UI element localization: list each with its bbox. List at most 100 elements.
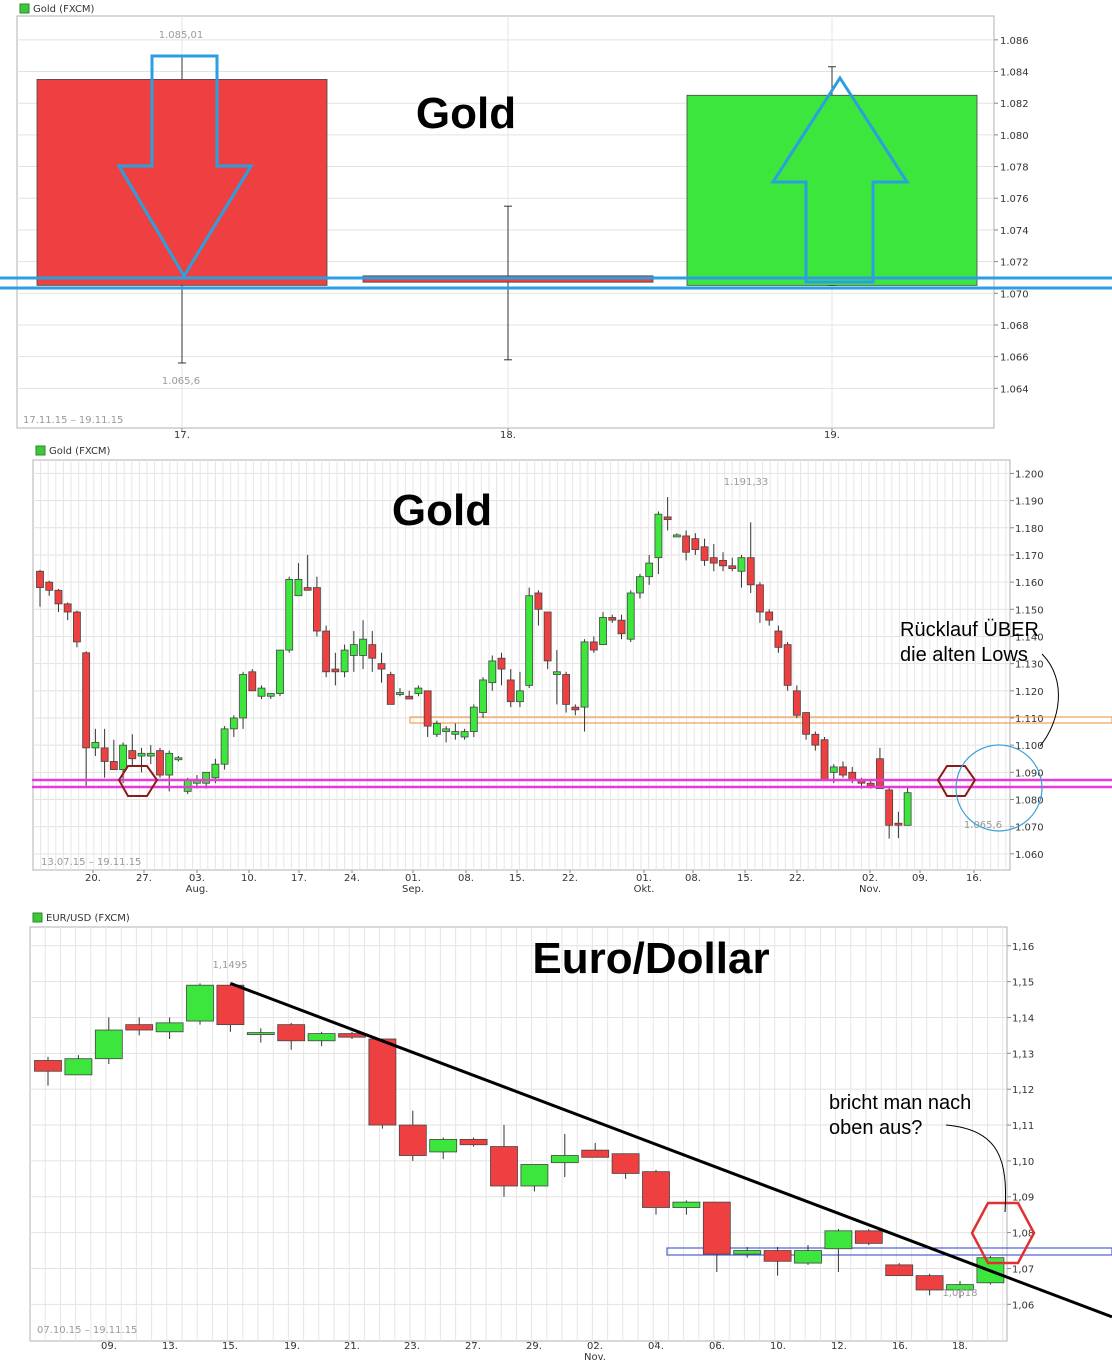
candle	[73, 610, 81, 648]
candle	[322, 625, 331, 678]
candle-body	[876, 758, 884, 790]
candle	[550, 1134, 579, 1178]
legend-swatch	[35, 445, 46, 456]
candle-body	[516, 690, 524, 703]
x-tick-label: 04.	[648, 1341, 664, 1352]
y-tick-label: 1.064	[1000, 384, 1029, 395]
candle	[488, 655, 497, 691]
y-tick-label: 1.082	[1000, 99, 1029, 110]
candle	[534, 590, 543, 626]
candle	[506, 669, 515, 708]
candle-body	[820, 739, 829, 781]
candle-body	[442, 728, 451, 732]
candle	[257, 685, 266, 699]
candle	[580, 639, 589, 732]
candle-body	[672, 534, 681, 538]
candle-body	[285, 579, 294, 651]
candle-body	[54, 589, 63, 605]
candle-body	[377, 663, 386, 670]
candle-body	[580, 641, 589, 708]
candle	[728, 557, 737, 572]
low-label: 1.065,6	[162, 376, 200, 387]
candle-body	[137, 752, 146, 757]
candle	[429, 1137, 458, 1160]
y-tick-label: 1.130	[1015, 660, 1044, 671]
x-tick-label: 15.	[509, 873, 525, 884]
candle	[82, 651, 91, 786]
y-tick-label: 1.140	[1015, 632, 1044, 643]
x-tick-label: 10.	[241, 873, 257, 884]
candle	[451, 723, 460, 740]
x-axis: 20. 27. 03.Aug.10. 17. 24. 01.Sep.08. 15. 22. 01…	[85, 870, 982, 895]
y-tick-label: 1.060	[1015, 850, 1044, 861]
candle	[460, 728, 469, 740]
candle-body	[359, 638, 367, 656]
low-hexagon-marker	[117, 765, 159, 797]
candle-body	[520, 1164, 549, 1187]
candle-body	[125, 1024, 154, 1031]
candle-body	[368, 644, 377, 659]
candle-body	[854, 1230, 883, 1244]
candle-body	[63, 603, 72, 613]
x-tick-label: 17.	[291, 873, 307, 884]
x-tick-label: 20.	[85, 873, 101, 884]
y-tick-label: 1.070	[1015, 823, 1044, 834]
x-tick-label: 01.	[636, 873, 652, 884]
candle	[248, 669, 257, 692]
y-tick-label: 1,06	[1012, 1300, 1034, 1311]
candle	[611, 1153, 640, 1179]
candle-body	[885, 789, 894, 826]
candle	[216, 983, 245, 1032]
candle	[663, 497, 672, 531]
candle-body	[654, 513, 663, 559]
x-tick-label: 13.	[162, 1341, 178, 1352]
candle	[331, 652, 340, 686]
candle	[516, 671, 524, 708]
candle-body	[460, 731, 469, 738]
candle	[312, 576, 321, 637]
candle	[414, 685, 423, 697]
candle-body	[746, 557, 755, 586]
x-tick-label: 02.	[587, 1341, 603, 1352]
candle	[34, 1056, 62, 1086]
candle-body	[608, 617, 617, 621]
candle	[109, 739, 118, 771]
candle	[229, 715, 238, 738]
candle-body	[82, 652, 91, 749]
y-tick-label: 1.150	[1015, 605, 1044, 616]
candle-body	[36, 570, 44, 588]
candle	[359, 620, 367, 670]
x-month-label: Okt.	[634, 884, 655, 895]
candle-body	[589, 641, 598, 651]
y-tick-label: 1,09	[1012, 1193, 1034, 1204]
candle	[820, 737, 829, 781]
candle-body	[552, 671, 561, 675]
candle	[839, 761, 847, 778]
candle-body	[645, 562, 654, 578]
candle	[571, 704, 580, 716]
y-tick-label: 1.200	[1015, 469, 1044, 480]
candle-body	[839, 766, 847, 776]
x-tick-label: 06.	[709, 1341, 725, 1352]
candle-body	[239, 674, 247, 719]
candle-body	[246, 1032, 275, 1036]
legend-label: Gold (FXCM)	[49, 446, 111, 457]
candle	[94, 1017, 123, 1065]
y-axis: 1.200 1.190 1.180 1.170 1.160 1.150 1.140 1.130…	[1010, 469, 1044, 861]
candle	[617, 614, 626, 640]
candle-body	[34, 1060, 62, 1072]
candle-body	[774, 630, 783, 648]
candle-body	[599, 617, 607, 646]
grid	[33, 460, 1010, 870]
candle-body	[186, 984, 214, 1022]
candle-body	[386, 674, 395, 705]
candle	[642, 1169, 670, 1215]
candle-body	[885, 1264, 914, 1277]
x-tick-label: 08.	[685, 873, 701, 884]
candle-body	[396, 692, 404, 695]
x-tick-label: 18.	[500, 430, 516, 441]
candle-body	[682, 535, 690, 553]
candle-body	[331, 668, 340, 673]
candle	[854, 1229, 883, 1246]
